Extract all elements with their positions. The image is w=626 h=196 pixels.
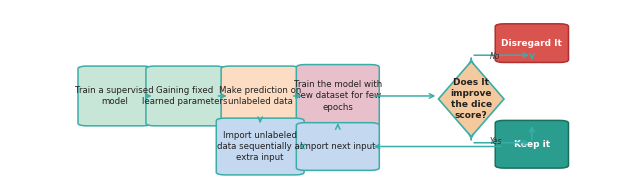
Text: Disregard It: Disregard It bbox=[501, 39, 562, 48]
Text: Train a supervised
model: Train a supervised model bbox=[75, 86, 154, 106]
Text: Import next input: Import next input bbox=[300, 142, 376, 151]
Text: Does It
improve
the dice
score?: Does It improve the dice score? bbox=[451, 78, 492, 120]
FancyBboxPatch shape bbox=[495, 120, 568, 168]
Text: Yes: Yes bbox=[490, 137, 501, 146]
Text: Train the model with
new dataset for few
epochs: Train the model with new dataset for few… bbox=[294, 80, 382, 112]
FancyBboxPatch shape bbox=[296, 123, 379, 170]
FancyBboxPatch shape bbox=[216, 118, 304, 175]
Text: Make prediction on
unlabeled data: Make prediction on unlabeled data bbox=[219, 86, 301, 106]
Text: Gaining fixed
learned parameters: Gaining fixed learned parameters bbox=[142, 86, 228, 106]
Text: Keep it: Keep it bbox=[514, 140, 550, 149]
Text: Import unlabeled
data sequentially as
extra input: Import unlabeled data sequentially as ex… bbox=[217, 131, 304, 162]
FancyBboxPatch shape bbox=[221, 66, 299, 126]
FancyBboxPatch shape bbox=[296, 64, 379, 127]
FancyBboxPatch shape bbox=[495, 24, 568, 63]
FancyBboxPatch shape bbox=[146, 66, 224, 126]
Polygon shape bbox=[438, 61, 504, 137]
Text: No: No bbox=[490, 52, 501, 61]
FancyBboxPatch shape bbox=[78, 66, 151, 126]
